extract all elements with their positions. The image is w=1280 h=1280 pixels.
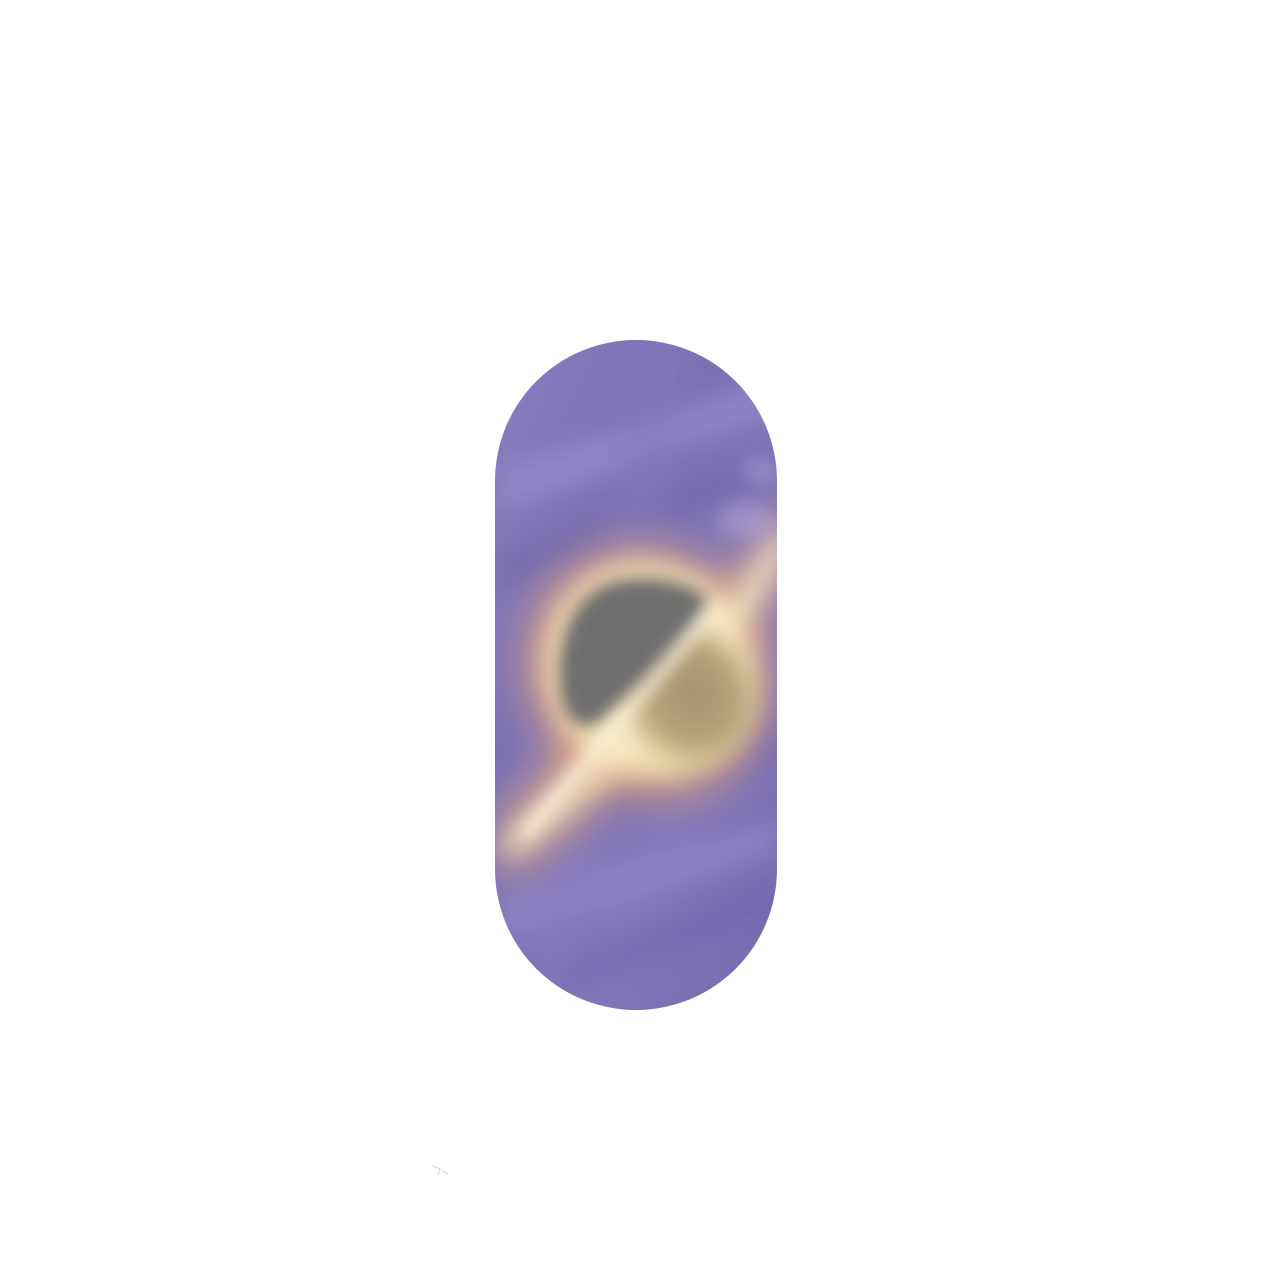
light-streak: [520, 602, 720, 840]
nail-shape: [495, 340, 777, 1010]
speckle-edge: [717, 456, 777, 538]
small-smudge-mark: [432, 1165, 449, 1176]
core-dark: [558, 577, 708, 727]
